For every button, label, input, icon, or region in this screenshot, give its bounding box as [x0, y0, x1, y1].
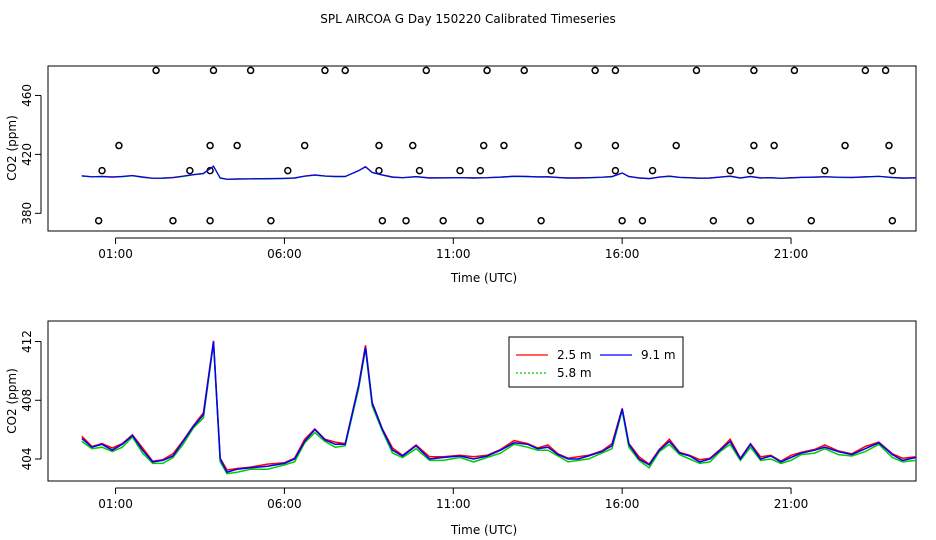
calibration-point — [807, 216, 816, 225]
calibration-point — [209, 66, 218, 75]
legend-label-2-5m: 2.5 m — [557, 348, 592, 362]
y-tick-label: 408 — [20, 389, 34, 412]
calibration-point — [520, 66, 528, 75]
calibration-point — [476, 216, 485, 225]
calibration-point — [841, 141, 849, 150]
x-tick-label: 16:00 — [605, 247, 640, 261]
calibration-point — [574, 141, 583, 150]
calibration-point — [611, 141, 620, 150]
calibration-point — [821, 166, 829, 175]
calibration-point — [888, 216, 897, 225]
calibration-point — [456, 166, 464, 175]
bottom-series-line-5-8-m — [81, 342, 917, 475]
calibration-point — [888, 166, 897, 175]
x-tick-label: 21:00 — [774, 247, 809, 261]
x-tick-label: 11:00 — [436, 247, 471, 261]
x-tick-label: 01:00 — [98, 247, 133, 261]
calibration-point — [152, 66, 160, 75]
calibration-point — [206, 141, 214, 150]
y-tick-label: 380 — [20, 202, 34, 225]
top-series-line-9-1-m — [81, 165, 917, 180]
calibration-point — [611, 166, 620, 175]
calibration-point — [321, 66, 329, 75]
calibration-point — [94, 216, 103, 225]
bottom-ylabel: CO2 (ppm) — [5, 368, 19, 434]
calibration-point — [246, 66, 255, 75]
calibration-point — [98, 166, 106, 175]
x-tick-label: 16:00 — [605, 497, 640, 511]
calibration-point — [885, 141, 893, 150]
x-tick-label: 11:00 — [436, 497, 471, 511]
calibration-point — [422, 66, 431, 75]
calibration-point — [881, 66, 890, 75]
calibration-point — [169, 216, 177, 225]
calibration-point — [439, 216, 447, 225]
calibration-point — [409, 141, 417, 150]
calibration-point — [115, 141, 123, 150]
y-tick-label: 460 — [20, 84, 34, 107]
calibration-point — [375, 141, 383, 150]
top-ylabel: CO2 (ppm) — [5, 115, 19, 181]
y-tick-label: 412 — [20, 330, 34, 353]
calibration-point — [267, 216, 275, 225]
calibration-point — [547, 166, 555, 175]
calibration-point — [726, 166, 734, 175]
y-tick-label: 420 — [20, 143, 34, 166]
legend-box — [508, 336, 684, 388]
calibration-point — [186, 166, 194, 175]
calibration-point — [861, 66, 870, 75]
calibration-point — [415, 166, 424, 175]
calibration-point — [341, 66, 349, 75]
calibration-point — [375, 166, 383, 175]
calibration-point — [402, 216, 410, 225]
calibration-point — [537, 216, 545, 225]
calibration-point — [284, 166, 292, 175]
calibration-point — [611, 66, 620, 75]
calibration-point — [648, 166, 657, 175]
calibration-point — [750, 141, 758, 150]
legend: 2.5 m 9.1 m 5.8 m — [508, 336, 684, 388]
calibration-point — [476, 166, 485, 175]
x-tick-label: 06:00 — [267, 497, 302, 511]
bottom-plot-frame — [47, 320, 917, 482]
calibration-point — [746, 216, 755, 225]
legend-label-5-8m: 5.8 m — [557, 366, 592, 380]
calibration-point — [709, 216, 718, 225]
top-marks: 01:00 06:00 11:00 16:00 21:00 380 420 460 — [20, 66, 917, 261]
calibration-point — [206, 216, 214, 225]
page-title: SPL AIRCOA G Day 150220 Calibrated Times… — [320, 12, 615, 26]
x-tick-label: 06:00 — [267, 247, 302, 261]
calibration-point — [233, 141, 241, 150]
calibration-point — [300, 141, 309, 150]
top-xlabel: Time (UTC) — [450, 271, 517, 285]
bottom-xlabel: Time (UTC) — [450, 523, 517, 537]
calibration-point — [483, 66, 491, 75]
calibration-point — [770, 141, 778, 150]
calibration-point — [591, 66, 599, 75]
calibration-point — [750, 66, 758, 75]
x-tick-label: 21:00 — [774, 497, 809, 511]
calibration-point — [790, 66, 799, 75]
top-plot-frame — [47, 65, 917, 232]
calibration-point — [618, 216, 626, 225]
legend-label-9-1m: 9.1 m — [641, 348, 676, 362]
calibration-point — [692, 66, 701, 75]
calibration-point — [746, 166, 755, 175]
bottom-marks: 01:00 06:00 11:00 16:00 21:00 404 408 412 — [20, 330, 917, 511]
x-tick-label: 01:00 — [98, 497, 133, 511]
calibration-point — [638, 216, 647, 225]
y-tick-label: 404 — [20, 448, 34, 471]
calibration-point — [672, 141, 680, 150]
calibration-point — [378, 216, 387, 225]
calibration-point — [500, 141, 508, 150]
calibration-point — [479, 141, 488, 150]
bottom-series-line-9-1-m — [81, 341, 917, 474]
